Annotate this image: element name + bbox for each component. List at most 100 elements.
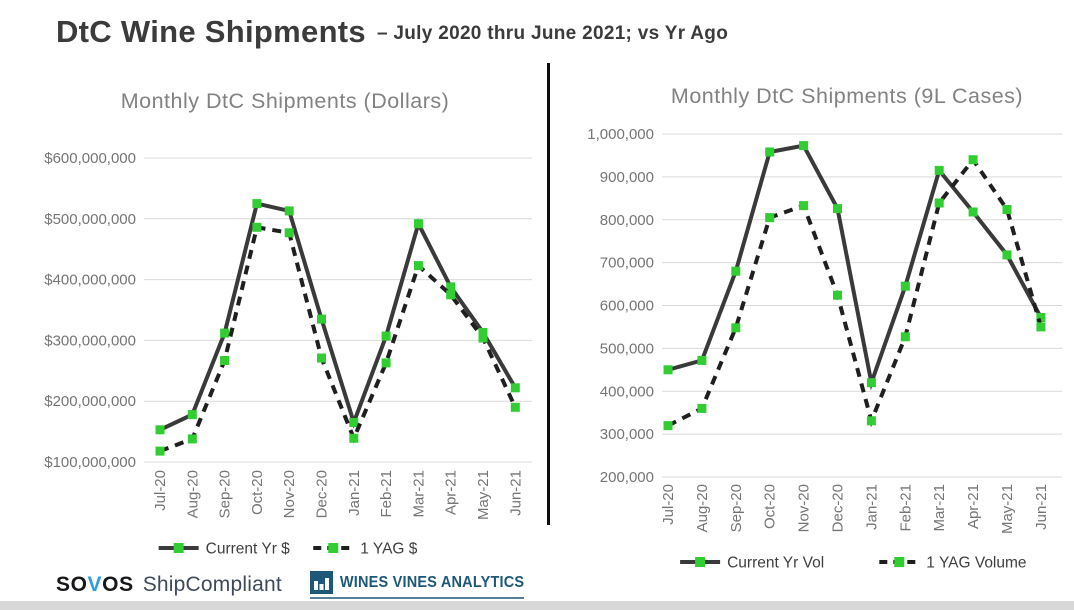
series-line-dashed bbox=[159, 225, 518, 453]
data-point-marker bbox=[413, 261, 423, 271]
legend-label: Current Yr Vol bbox=[727, 555, 824, 572]
x-tick-label: Aug-20 bbox=[694, 484, 711, 532]
data-point-marker bbox=[510, 402, 520, 412]
data-point-marker bbox=[381, 331, 391, 341]
data-point-marker bbox=[220, 328, 230, 338]
y-tick-label: 800,000 bbox=[600, 212, 654, 229]
y-tick-label: 700,000 bbox=[600, 255, 654, 272]
data-point-marker bbox=[1002, 205, 1012, 214]
x-tick-label: Apr-21 bbox=[965, 484, 982, 529]
data-point-marker bbox=[697, 355, 707, 365]
data-point-marker bbox=[155, 425, 165, 435]
legend-marker bbox=[328, 543, 339, 553]
x-tick-label: Sep-20 bbox=[217, 470, 234, 518]
page-header: DtC Wine Shipments – July 2020 thru June … bbox=[56, 14, 728, 50]
chart-divider bbox=[547, 63, 550, 525]
data-point-marker bbox=[934, 198, 944, 208]
x-tick-label: Jul-20 bbox=[152, 470, 169, 511]
data-point-marker bbox=[155, 446, 165, 456]
data-point-marker bbox=[1036, 322, 1046, 332]
data-point-marker bbox=[731, 266, 741, 276]
data-point-marker bbox=[765, 147, 775, 157]
y-tick-label: $600,000,000 bbox=[44, 150, 136, 167]
x-tick-label: Nov-20 bbox=[281, 470, 298, 518]
data-point-marker bbox=[381, 358, 391, 368]
chart-cases: Monthly DtC Shipments (9L Cases) 200,000 3… bbox=[587, 84, 1062, 572]
x-tick-label: Jun-21 bbox=[1033, 484, 1050, 530]
x-tick-label: Dec-20 bbox=[830, 484, 847, 532]
page-title-text: DtC Wine Shipments bbox=[56, 14, 366, 49]
data-point-marker bbox=[317, 314, 326, 324]
data-point-marker bbox=[349, 418, 359, 427]
x-tick-label: Jan-21 bbox=[346, 470, 363, 516]
x-tick-label: Aug-20 bbox=[184, 470, 201, 518]
data-point-marker bbox=[663, 365, 673, 375]
y-tick-label: 600,000 bbox=[600, 298, 654, 315]
x-tick-label: Jun-21 bbox=[507, 470, 524, 516]
y-tick-label: $500,000,000 bbox=[44, 211, 136, 228]
y-tick-label: 1,000,000 bbox=[587, 126, 654, 143]
y-tick-label: $400,000,000 bbox=[44, 272, 136, 289]
data-point-marker bbox=[900, 332, 910, 342]
page-subtitle: – July 2020 thru June 2021; vs Yr Ago bbox=[376, 23, 729, 44]
x-tick-label: Oct-20 bbox=[762, 484, 779, 529]
shipcompliant-wordmark: ShipCompliant bbox=[142, 573, 282, 596]
data-point-marker bbox=[968, 155, 978, 165]
data-point-marker bbox=[866, 378, 876, 388]
wines-vines-analytics-link[interactable]: WINES VINES ANALYTICS bbox=[309, 571, 525, 599]
data-point-marker bbox=[833, 204, 842, 214]
x-tick-label: Mar-21 bbox=[410, 470, 427, 518]
data-point-marker bbox=[284, 206, 294, 216]
sovos-wordmark: SOVOS bbox=[56, 573, 134, 596]
y-tick-label: $200,000,000 bbox=[44, 393, 136, 410]
legend-marker bbox=[695, 557, 706, 567]
x-tick-label: Feb-21 bbox=[378, 470, 395, 518]
legend-label: 1 YAG Volume bbox=[926, 555, 1026, 572]
data-point-marker bbox=[317, 353, 326, 363]
data-point-marker bbox=[934, 165, 944, 175]
chart-dollars: Monthly DtC Shipments (Dollars) $100,000,… bbox=[44, 89, 532, 558]
legend-marker bbox=[173, 543, 184, 553]
data-point-marker bbox=[1002, 250, 1012, 260]
x-tick-label: Mar-21 bbox=[931, 484, 948, 532]
data-point-marker bbox=[413, 219, 423, 229]
x-tick-label: Feb-21 bbox=[897, 484, 914, 532]
y-tick-label: $100,000,000 bbox=[44, 454, 136, 471]
x-tick-label: May-21 bbox=[475, 470, 492, 520]
x-tick-label: Nov-20 bbox=[796, 484, 813, 532]
data-point-marker bbox=[478, 328, 488, 337]
y-tick-label: 500,000 bbox=[600, 340, 654, 357]
y-tick-label: 900,000 bbox=[600, 169, 654, 186]
data-point-marker bbox=[446, 282, 456, 292]
data-point-marker bbox=[731, 323, 741, 333]
data-point-marker bbox=[187, 410, 197, 420]
footer: SOVOS ShipCompliant WINES VINES ANALYTIC… bbox=[56, 571, 525, 599]
legend-label: 1 YAG $ bbox=[360, 541, 418, 558]
x-tick-label: Dec-20 bbox=[314, 470, 331, 518]
data-point-marker bbox=[663, 421, 673, 431]
bar-chart-icon bbox=[309, 571, 333, 594]
data-point-marker bbox=[968, 207, 978, 217]
data-point-marker bbox=[220, 356, 230, 365]
x-tick-label: Apr-21 bbox=[443, 470, 460, 515]
data-point-marker bbox=[252, 199, 262, 209]
series-line-solid bbox=[159, 201, 518, 432]
data-point-marker bbox=[799, 141, 809, 151]
x-tick-label: May-21 bbox=[999, 484, 1016, 534]
y-tick-label: 300,000 bbox=[600, 426, 654, 443]
data-point-marker bbox=[697, 403, 707, 413]
x-tick-label: Jul-20 bbox=[660, 484, 677, 525]
legend-label: Current Yr $ bbox=[206, 541, 291, 558]
y-tick-label: $300,000,000 bbox=[44, 332, 136, 349]
sovos-shipcompliant-logo: SOVOS ShipCompliant bbox=[56, 573, 282, 597]
x-tick-label: Oct-20 bbox=[249, 470, 266, 515]
page-title: DtC Wine Shipments – July 2020 thru June … bbox=[56, 14, 728, 50]
sovos-v-accent: V bbox=[87, 573, 103, 596]
data-point-marker bbox=[900, 281, 910, 291]
data-point-marker bbox=[799, 201, 809, 211]
x-tick-label: Jan-21 bbox=[863, 484, 880, 530]
chart-title: Monthly DtC Shipments (Dollars) bbox=[121, 89, 450, 113]
data-point-marker bbox=[866, 416, 876, 426]
data-point-marker bbox=[187, 434, 197, 444]
bottom-bar bbox=[0, 601, 1074, 610]
